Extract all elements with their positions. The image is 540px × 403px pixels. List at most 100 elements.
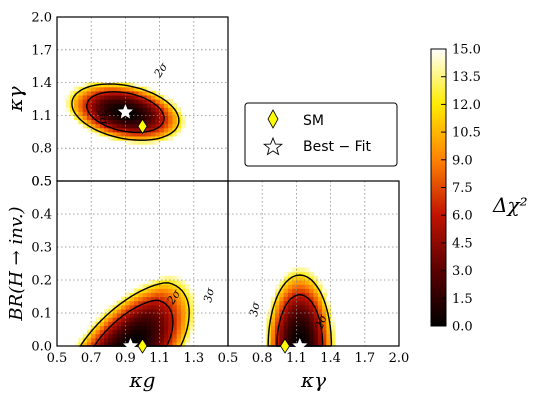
heatmap-cell <box>112 313 118 318</box>
heatmap-cell <box>292 325 297 331</box>
heatmap-cell <box>163 304 169 310</box>
heatmap-cell <box>168 123 174 129</box>
heatmap-cell <box>155 337 161 343</box>
heatmap-cell <box>309 280 315 285</box>
heatmap-cell <box>163 325 169 331</box>
heatmap-cell <box>146 119 152 125</box>
heatmap-cell <box>172 123 178 129</box>
heatmap-cell <box>146 127 152 133</box>
heatmap-cell <box>91 329 97 335</box>
heatmap-cell <box>142 333 148 339</box>
heatmap-cell <box>304 333 310 339</box>
heatmap-cell <box>159 329 165 335</box>
heatmap-cell <box>163 337 169 343</box>
heatmap-cell <box>193 300 199 306</box>
heatmap-cell <box>91 111 97 116</box>
heatmap-cell <box>142 99 148 104</box>
heatmap-cell <box>292 292 297 298</box>
heatmap-cell <box>151 123 156 129</box>
heatmap-cell <box>180 296 186 302</box>
heatmap-cell <box>151 280 156 285</box>
heatmap-cell <box>279 304 285 310</box>
heatmap-cell <box>275 317 280 322</box>
heatmap-cell <box>121 119 126 125</box>
heatmap-cell <box>185 292 191 298</box>
heatmap-cell <box>159 123 165 129</box>
heatmap-cell <box>300 333 306 339</box>
heatmap-cell <box>121 308 126 314</box>
heatmap-cell <box>189 325 195 331</box>
heatmap-cell <box>185 284 191 289</box>
heatmap-cell <box>91 341 97 347</box>
heatmap-cell <box>78 115 84 121</box>
heatmap-cell <box>296 333 302 339</box>
heatmap-cell <box>168 296 174 302</box>
heatmap-cell <box>138 329 144 335</box>
heatmap-cell <box>270 313 276 318</box>
heatmap-cell <box>279 292 285 298</box>
heatmap-cell <box>138 333 144 339</box>
heatmap-cell <box>322 296 327 302</box>
heatmap-cell <box>317 333 323 339</box>
x-tick-label: 1.1 <box>149 351 170 366</box>
heatmap-cell <box>283 325 289 331</box>
heatmap-cell <box>193 308 199 314</box>
heatmap-cell <box>65 103 71 108</box>
heatmap-cell <box>185 317 191 322</box>
contour-line <box>267 274 333 347</box>
heatmap-cell <box>296 288 302 293</box>
heatmap-cell <box>287 333 293 339</box>
heatmap-cell <box>146 115 152 121</box>
heatmap-cell <box>151 337 156 343</box>
heatmap-cell <box>304 308 310 314</box>
heatmap-cell <box>275 284 280 289</box>
heatmap-cell <box>275 321 280 326</box>
heatmap-cell <box>176 321 182 326</box>
heatmap-cell <box>125 333 131 339</box>
heatmap-cell <box>168 292 174 298</box>
heatmap-cell <box>151 103 156 108</box>
heatmap-cell <box>296 321 302 326</box>
heatmap-cell <box>116 99 122 104</box>
heatmap-cell <box>108 94 114 100</box>
heatmap-cell <box>112 300 118 306</box>
heatmap-cell <box>129 111 135 116</box>
heatmap-cell <box>326 329 332 335</box>
heatmap-cell <box>138 300 144 306</box>
heatmap-cell <box>91 94 97 100</box>
heatmap-cell <box>309 296 315 302</box>
contour-line <box>85 91 165 134</box>
heatmap-cell <box>129 337 135 343</box>
heatmap-cell <box>180 341 186 347</box>
heatmap-cell <box>300 308 306 314</box>
heatmap-cell <box>112 127 118 133</box>
heatmap-cell <box>95 333 101 339</box>
heatmap-cell <box>142 115 148 121</box>
heatmap-cell <box>121 123 126 129</box>
heatmap-cell <box>163 308 169 314</box>
heatmap-cell <box>69 94 75 100</box>
heatmap-cell <box>151 325 156 331</box>
colorbar-label: Δχ² <box>492 193 528 217</box>
heatmap-cell <box>121 317 126 322</box>
heatmap-cell <box>86 99 92 104</box>
heatmap-cell <box>317 325 323 331</box>
heatmap-cell <box>279 337 285 343</box>
heatmap-cell <box>270 300 276 306</box>
heatmap-cell <box>104 103 109 108</box>
heatmap-cell <box>283 275 289 281</box>
heatmap-cell <box>189 288 195 293</box>
heatmap-cell <box>78 90 84 96</box>
colorbar-tick-label: 10.5 <box>452 126 481 141</box>
heatmap-cell <box>185 288 191 293</box>
heatmap-cell <box>86 341 92 347</box>
heatmap-cell <box>309 333 315 339</box>
heatmap-cell <box>287 292 293 298</box>
heatmap-cell <box>78 94 84 100</box>
heatmap-cell <box>142 86 148 92</box>
heatmap-cell <box>142 313 148 318</box>
heatmap-cell <box>180 317 186 322</box>
heatmap-cell <box>189 300 195 306</box>
heatmap-cell <box>142 111 148 116</box>
heatmap-cell <box>292 280 297 285</box>
